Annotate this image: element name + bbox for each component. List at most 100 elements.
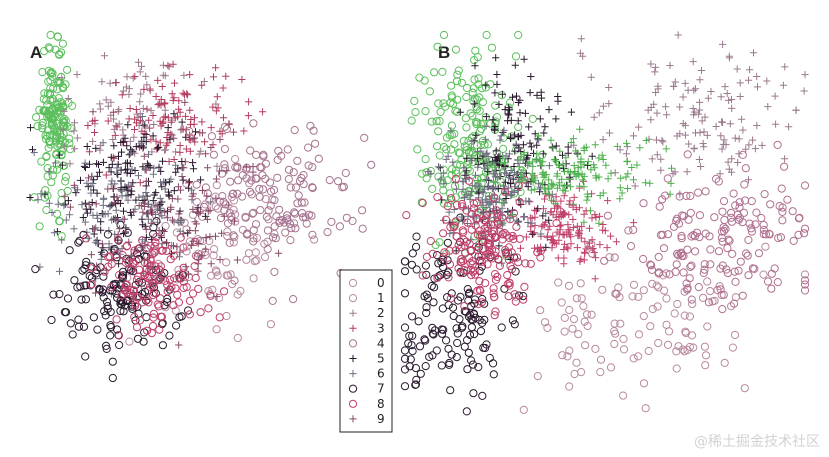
point-digit-8 xyxy=(444,273,453,282)
point-digit-9 xyxy=(666,190,674,198)
point-digit-0 xyxy=(596,355,606,364)
point-digit-5 xyxy=(83,142,91,151)
point-digit-4 xyxy=(234,176,243,185)
point-digit-8 xyxy=(439,252,448,262)
point-digit-4 xyxy=(291,224,300,233)
point-digit-1 xyxy=(53,209,62,218)
point-digit-9 xyxy=(178,172,186,181)
point-digit-4 xyxy=(752,208,761,217)
point-digit-8 xyxy=(112,315,121,324)
point-digit-2 xyxy=(679,120,687,128)
legend-marker-5 xyxy=(349,354,357,363)
point-digit-3 xyxy=(182,112,190,120)
point-digit-8 xyxy=(495,227,504,236)
point-digit-1 xyxy=(445,189,455,198)
point-digit-8 xyxy=(459,235,468,244)
point-digit-6 xyxy=(440,169,448,177)
point-digit-7 xyxy=(510,320,519,329)
point-digit-0 xyxy=(252,256,261,265)
point-digit-5 xyxy=(163,239,171,247)
point-digit-4 xyxy=(686,191,695,201)
point-digit-0 xyxy=(619,391,628,400)
point-digit-9 xyxy=(629,176,638,184)
point-digit-6 xyxy=(512,140,520,148)
point-digit-7 xyxy=(123,228,132,237)
point-digit-4 xyxy=(687,295,696,304)
point-digit-8 xyxy=(485,239,494,248)
point-digit-8 xyxy=(469,199,478,208)
point-digit-5 xyxy=(114,152,123,160)
point-digit-4 xyxy=(673,249,682,258)
point-digit-5 xyxy=(92,144,100,152)
point-digit-5 xyxy=(567,108,575,116)
point-digit-7 xyxy=(149,223,158,232)
point-digit-2 xyxy=(165,63,173,71)
point-digit-8 xyxy=(488,229,497,238)
point-digit-9 xyxy=(275,249,283,257)
point-digit-4 xyxy=(743,251,752,260)
point-digit-6 xyxy=(481,185,489,193)
point-digit-3 xyxy=(541,221,549,229)
point-digit-4 xyxy=(740,180,749,189)
point-digit-2 xyxy=(115,106,123,114)
point-digit-2 xyxy=(695,155,703,164)
point-digit-4 xyxy=(738,150,747,159)
point-digit-4 xyxy=(728,249,737,258)
point-digit-0 xyxy=(233,333,242,343)
point-digit-6 xyxy=(117,177,125,186)
point-digit-1 xyxy=(491,117,500,126)
point-digit-4 xyxy=(783,195,792,204)
point-digit-0 xyxy=(646,322,655,331)
point-digit-4 xyxy=(800,181,810,190)
point-digit-5 xyxy=(539,150,547,158)
point-digit-6 xyxy=(474,194,483,202)
point-digit-0 xyxy=(653,302,662,311)
point-digit-9 xyxy=(144,262,152,271)
point-digit-3 xyxy=(154,76,162,84)
point-digit-1 xyxy=(43,191,52,200)
point-digit-3 xyxy=(176,141,184,150)
point-digit-0 xyxy=(652,281,661,290)
point-digit-2 xyxy=(671,78,679,86)
point-digit-7 xyxy=(422,308,431,318)
point-digit-4 xyxy=(226,177,235,186)
point-digit-8 xyxy=(132,256,141,266)
point-digit-9 xyxy=(607,169,615,177)
point-digit-4 xyxy=(788,207,797,216)
point-digit-7 xyxy=(63,294,73,303)
point-digit-9 xyxy=(538,179,547,187)
point-digit-2 xyxy=(123,73,131,81)
point-digit-5 xyxy=(533,141,541,149)
point-digit-5 xyxy=(491,89,499,97)
point-digit-9 xyxy=(109,184,117,192)
point-digit-8 xyxy=(138,236,147,245)
point-digit-6 xyxy=(135,193,143,201)
point-digit-5 xyxy=(527,72,535,81)
point-digit-7 xyxy=(425,352,434,361)
point-digit-7 xyxy=(123,296,133,305)
point-digit-6 xyxy=(532,156,540,164)
point-digit-8 xyxy=(151,238,160,247)
point-digit-4 xyxy=(747,197,756,206)
point-digit-1 xyxy=(53,165,62,174)
point-digit-3 xyxy=(604,197,612,205)
point-digit-2 xyxy=(736,79,744,87)
point-digit-4 xyxy=(766,200,775,209)
point-digit-8 xyxy=(489,289,498,298)
point-digit-6 xyxy=(127,149,135,157)
point-digit-7 xyxy=(408,347,417,356)
point-digit-4 xyxy=(220,144,229,154)
point-digit-1 xyxy=(32,113,41,122)
point-digit-6 xyxy=(516,144,524,152)
point-digit-1 xyxy=(407,116,416,125)
point-digit-8 xyxy=(402,211,411,220)
series-digit-3 xyxy=(84,60,267,187)
point-digit-4 xyxy=(800,280,810,289)
point-digit-9 xyxy=(642,179,650,187)
series-digit-4 xyxy=(159,119,376,305)
point-digit-0 xyxy=(629,280,639,289)
point-digit-6 xyxy=(118,187,126,195)
point-digit-4 xyxy=(686,262,695,271)
point-digit-8 xyxy=(494,254,503,264)
point-digit-8 xyxy=(475,285,484,294)
